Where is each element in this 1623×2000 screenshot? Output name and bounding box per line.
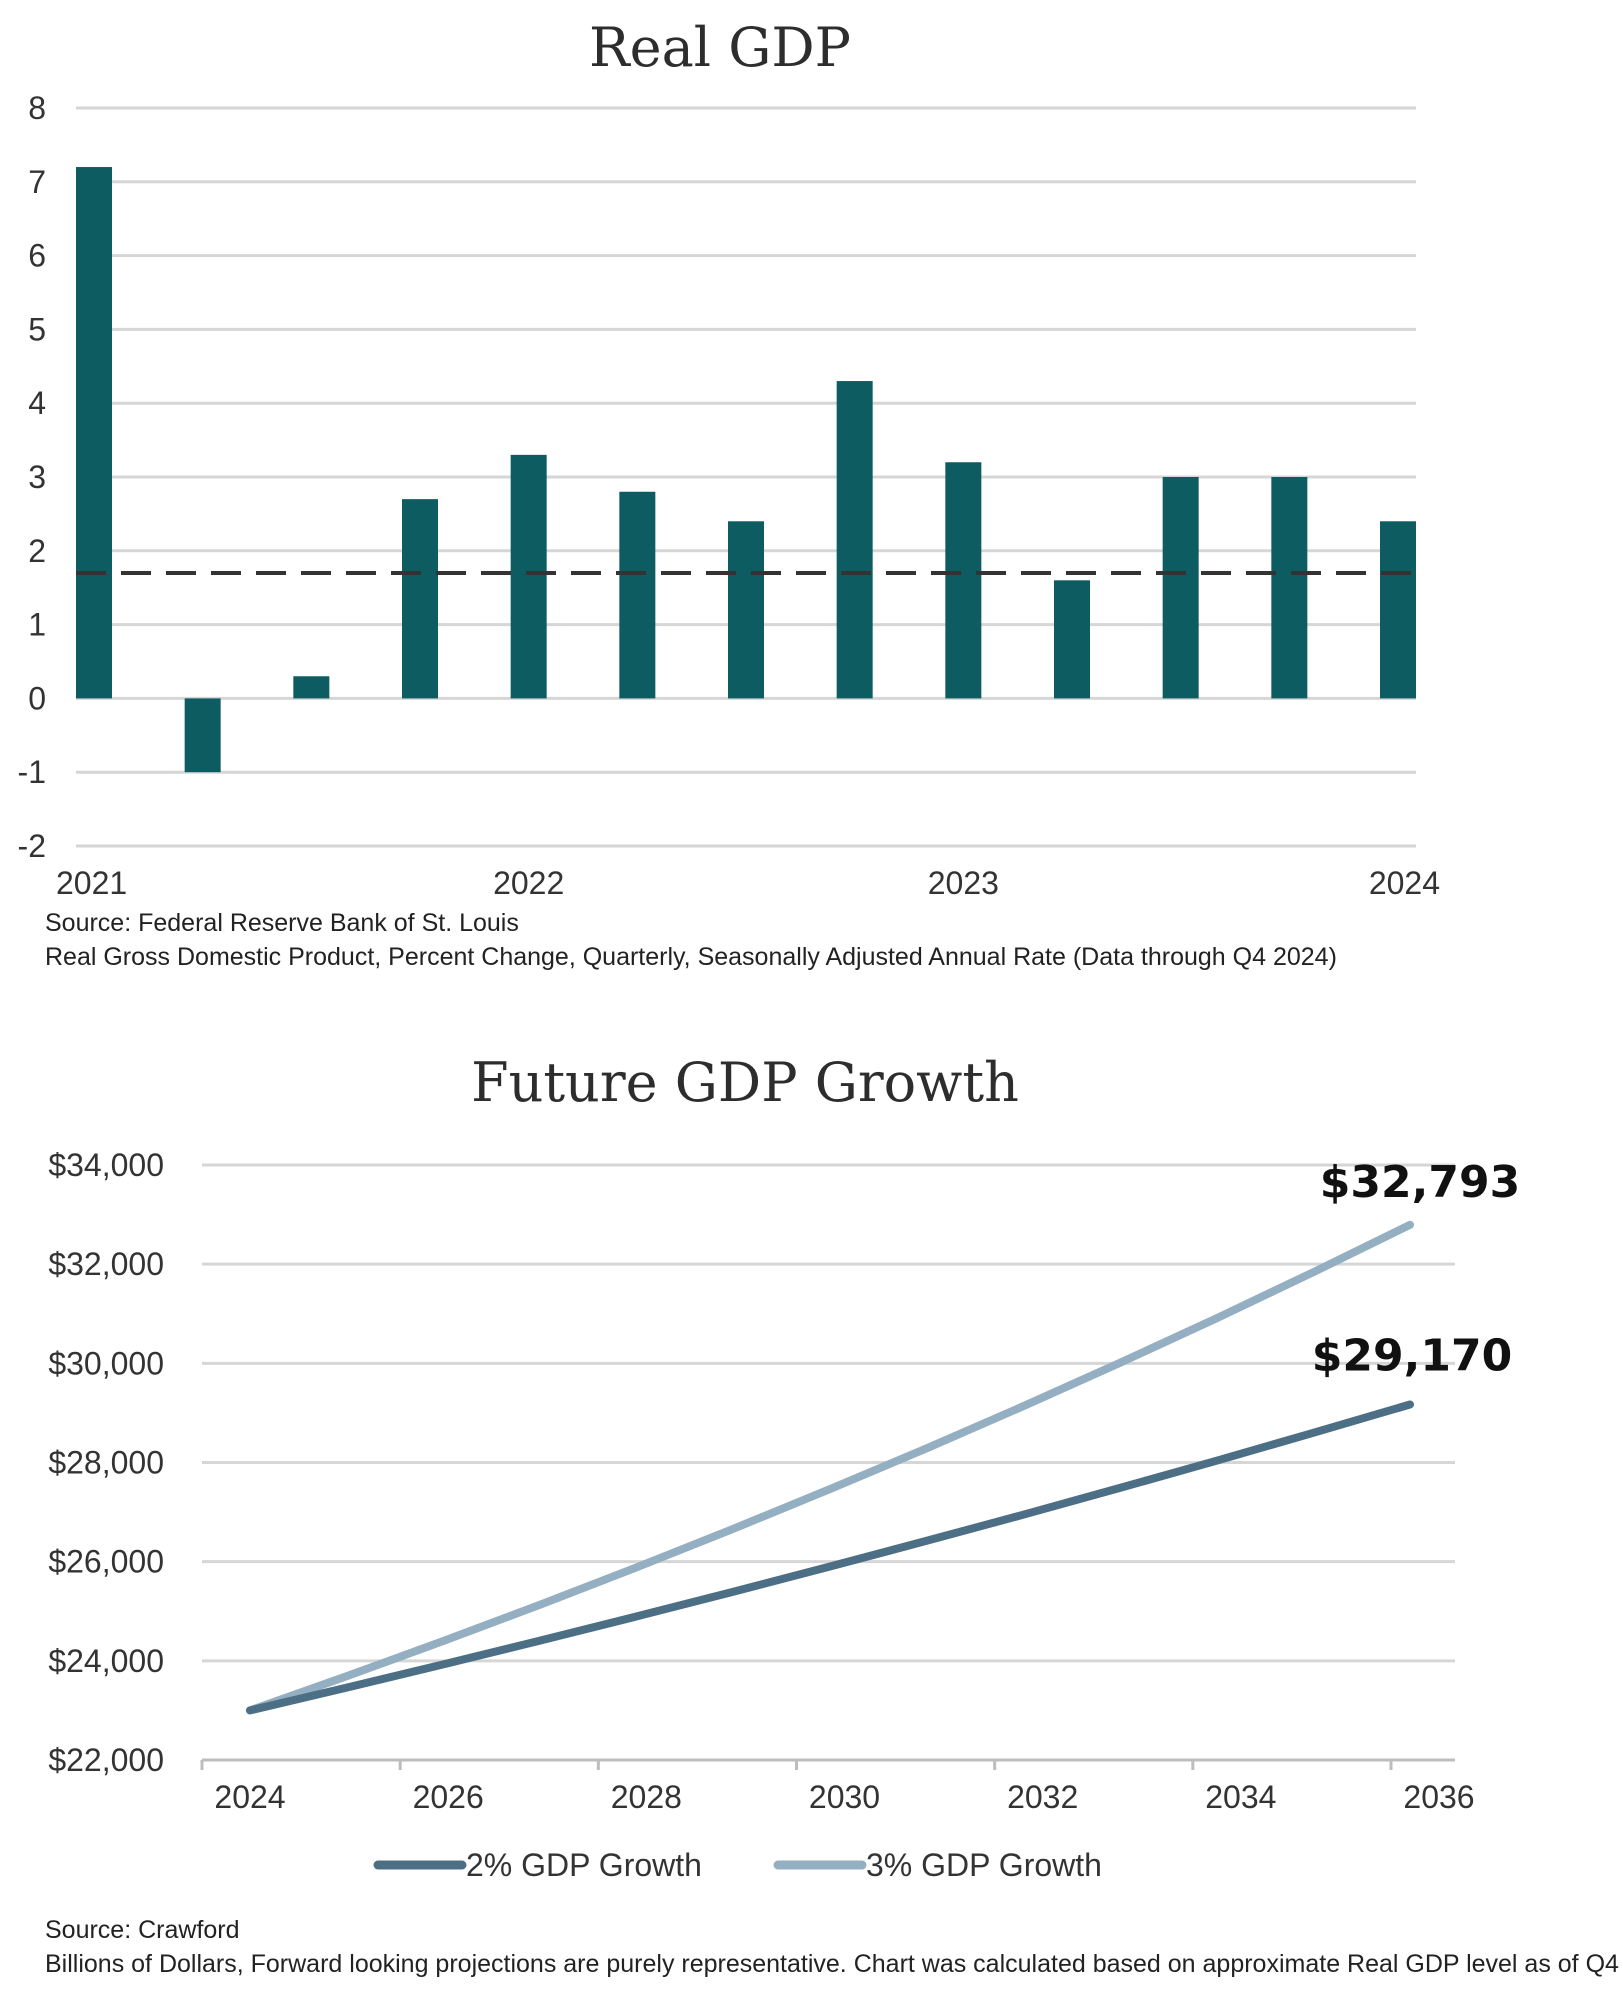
y-tick-label: 3 bbox=[28, 459, 46, 495]
bar-q2-2023 bbox=[1054, 580, 1090, 699]
future-gdp-source: Source: Crawford bbox=[45, 1916, 240, 1944]
bar-q1-2021 bbox=[76, 167, 112, 699]
x-tick-label: 2026 bbox=[413, 1779, 484, 1815]
series-line-2-gdp-growth bbox=[246, 1400, 1414, 1715]
y-tick-label: 1 bbox=[28, 607, 46, 643]
y-tick-label: 8 bbox=[28, 90, 46, 126]
y-tick-label: -1 bbox=[18, 754, 46, 790]
future-gdp-y-axis: $34,000 $32,000 $30,000 $28,000 $26,000 $24,0… bbox=[48, 1147, 164, 1778]
bar-q1-2022 bbox=[510, 454, 547, 699]
real-gdp-gridlines bbox=[76, 106, 1416, 848]
y-tick-label: 2 bbox=[28, 533, 46, 569]
bar-q4-2022 bbox=[836, 381, 873, 699]
x-tick-label: 2024 bbox=[214, 1779, 285, 1815]
real-gdp-title: Real GDP bbox=[589, 16, 851, 79]
y-tick-label: $32,000 bbox=[48, 1246, 164, 1282]
y-tick-label: 0 bbox=[28, 680, 46, 716]
future-gdp-x-axis: 2024 2026 2028 2030 2032 2034 2036 bbox=[200, 1758, 1475, 1815]
y-tick-label: -2 bbox=[18, 828, 46, 864]
y-tick-label: $22,000 bbox=[48, 1742, 164, 1778]
y-tick-label: 5 bbox=[28, 311, 46, 347]
x-tick-label: 2032 bbox=[1007, 1779, 1078, 1815]
bar-q2-2021 bbox=[184, 698, 221, 773]
x-tick-label: 2028 bbox=[611, 1779, 682, 1815]
bar-q4-2023 bbox=[1271, 477, 1308, 699]
bar-q1-2023 bbox=[945, 462, 982, 699]
future-gdp-chart: Future GDP Growth $34,000$32,000$30,000$… bbox=[45, 1051, 1623, 1978]
end-label-3pct: $32,793 bbox=[1320, 1157, 1520, 1208]
bar-q3-2022 bbox=[728, 521, 764, 699]
x-tick-label: 2034 bbox=[1205, 1779, 1276, 1815]
x-tick-label: 2022 bbox=[493, 865, 564, 901]
y-tick-label: $34,000 bbox=[48, 1147, 164, 1183]
bar-q2-2022 bbox=[619, 491, 656, 699]
end-label-2pct: $29,170 bbox=[1312, 1330, 1512, 1381]
x-tick-label: 2024 bbox=[1369, 865, 1440, 901]
y-tick-label: $26,000 bbox=[48, 1544, 164, 1580]
y-tick-label: $28,000 bbox=[48, 1445, 164, 1481]
real-gdp-bars bbox=[76, 167, 1416, 773]
legend-label: 2% GDP Growth bbox=[466, 1847, 702, 1883]
series-line-3-gdp-growth bbox=[246, 1220, 1414, 1715]
y-tick-label: 7 bbox=[28, 164, 46, 200]
legend-label: 3% GDP Growth bbox=[866, 1847, 1102, 1883]
real-gdp-description: Real Gross Domestic Product, Percent Cha… bbox=[45, 943, 1337, 971]
future-gdp-legend: 2% GDP Growth 3% GDP Growth bbox=[373, 1847, 1102, 1883]
x-tick-label: 2030 bbox=[809, 1779, 880, 1815]
bar-q3-2023 bbox=[1162, 477, 1199, 699]
y-tick-label: 6 bbox=[28, 238, 46, 274]
y-tick-label: $24,000 bbox=[48, 1643, 164, 1679]
future-gdp-description: Billions of Dollars, Forward looking pro… bbox=[45, 1950, 1623, 1978]
y-tick-label: 4 bbox=[28, 385, 46, 421]
x-tick-label: 2023 bbox=[928, 865, 999, 901]
y-tick-label: $30,000 bbox=[48, 1345, 164, 1381]
x-tick-label: 2036 bbox=[1403, 1779, 1474, 1815]
future-gdp-gridlines bbox=[202, 1163, 1455, 1663]
bar-q1-2024 bbox=[1380, 521, 1416, 699]
bar-q4-2021 bbox=[402, 499, 438, 699]
x-tick-label: 2021 bbox=[56, 865, 127, 901]
bar-q3-2021 bbox=[293, 676, 330, 699]
real-gdp-x-axis: 2021 2022 2023 2024 bbox=[56, 865, 1440, 901]
future-gdp-lines bbox=[246, 1220, 1414, 1715]
real-gdp-source: Source: Federal Reserve Bank of St. Loui… bbox=[45, 909, 519, 937]
real-gdp-y-axis: 8 7 6 5 4 3 2 1 0 -1 -2 bbox=[18, 90, 46, 864]
future-gdp-title: Future GDP Growth bbox=[471, 1051, 1019, 1114]
